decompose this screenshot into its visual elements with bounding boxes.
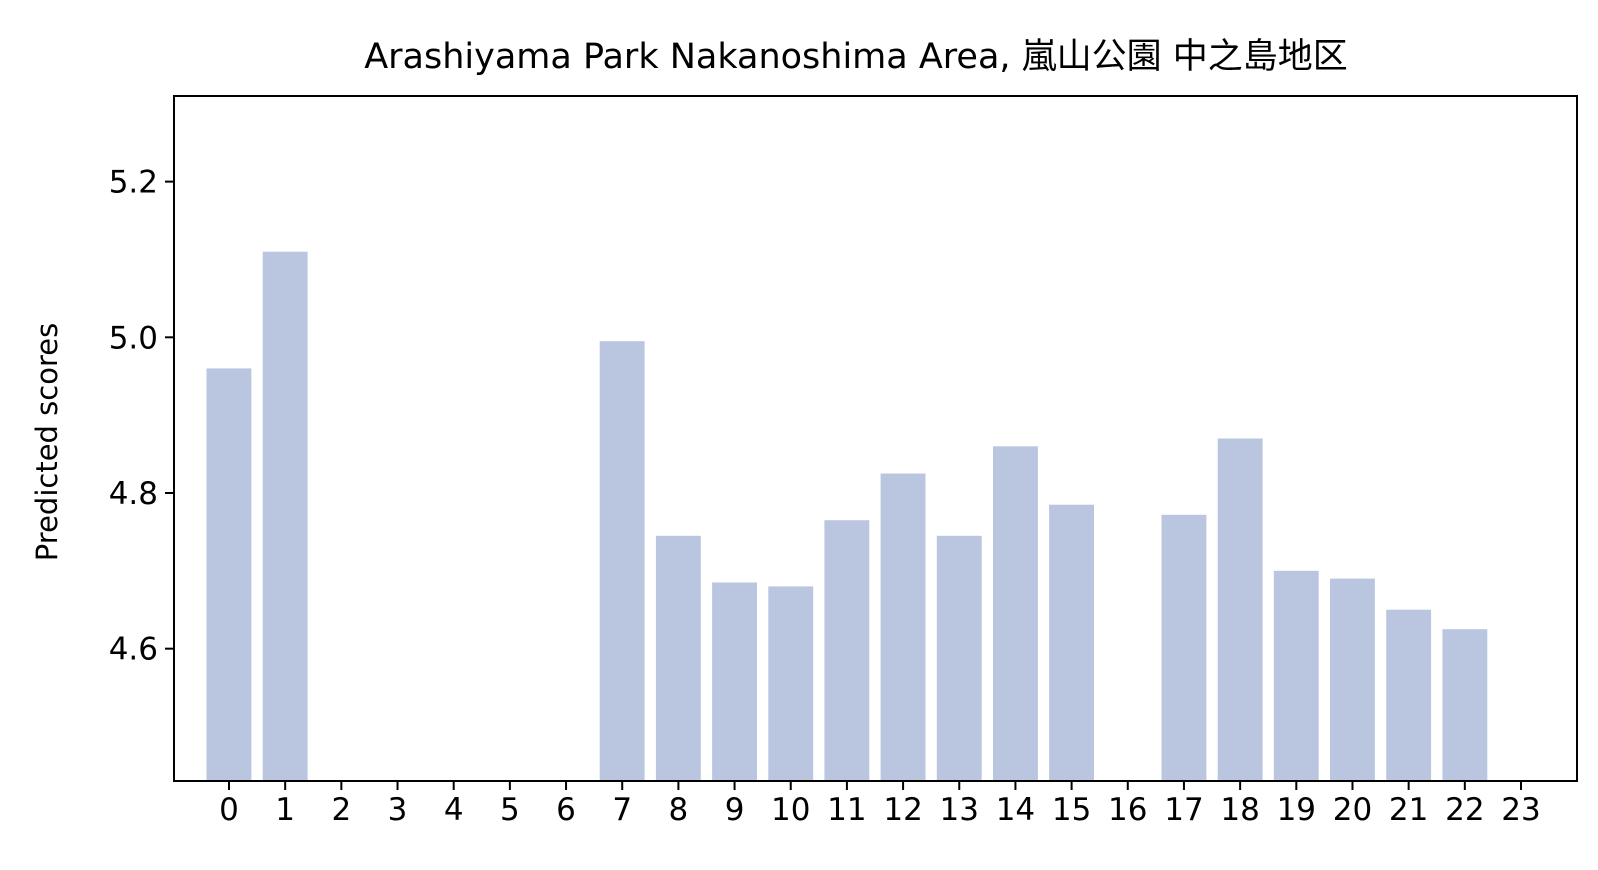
y-tick-label: 5.0 xyxy=(109,320,158,356)
bar-13 xyxy=(936,535,982,781)
x-tick-label: 20 xyxy=(1333,792,1372,828)
x-tick-label: 22 xyxy=(1445,792,1484,828)
x-tick-label: 4 xyxy=(444,792,464,828)
x-tick-label: 7 xyxy=(612,792,632,828)
y-axis: 4.6 4.8 5.0 5.2 xyxy=(109,165,174,668)
x-tick-label: 12 xyxy=(883,792,922,828)
x-tick-label: 19 xyxy=(1277,792,1316,828)
x-tick-label: 1 xyxy=(275,792,295,828)
x-tick-label: 8 xyxy=(669,792,689,828)
chart-title: Arashiyama Park Nakanoshima Area, 嵐山公園 中… xyxy=(364,37,1348,77)
bar-17 xyxy=(1161,514,1207,781)
x-tick-label: 23 xyxy=(1501,792,1540,828)
bar-15 xyxy=(1049,504,1094,781)
x-tick-label: 16 xyxy=(1108,792,1147,828)
bar-19 xyxy=(1273,570,1319,781)
bar-0 xyxy=(206,368,252,781)
x-tick-label: 11 xyxy=(827,792,866,828)
bars-group xyxy=(206,251,1488,781)
x-tick-label: 5 xyxy=(500,792,520,828)
bar-12 xyxy=(880,473,926,781)
y-axis-label: Predicted scores xyxy=(30,323,64,561)
bar-21 xyxy=(1386,609,1432,781)
x-tick-label: 2 xyxy=(331,792,351,828)
y-tick-label: 4.8 xyxy=(109,476,158,512)
bar-22 xyxy=(1442,629,1488,781)
x-axis: 0 1 2 3 4 5 6 7 8 9 10 11 12 13 14 15 16 17 18 19 20 21 22 23 xyxy=(219,781,1541,828)
bar-10 xyxy=(768,586,814,781)
x-tick-label: 9 xyxy=(725,792,745,828)
x-tick-label: 13 xyxy=(940,792,979,828)
bar-9 xyxy=(712,582,757,781)
x-tick-label: 3 xyxy=(388,792,408,828)
x-tick-label: 18 xyxy=(1220,792,1259,828)
bar-7 xyxy=(599,341,645,781)
bar-20 xyxy=(1330,578,1375,781)
y-tick-label: 4.6 xyxy=(109,632,158,668)
x-tick-label: 0 xyxy=(219,792,239,828)
x-tick-label: 15 xyxy=(1052,792,1091,828)
bar-8 xyxy=(655,535,701,781)
bar-14 xyxy=(993,446,1038,781)
x-tick-label: 6 xyxy=(556,792,576,828)
x-tick-label: 21 xyxy=(1389,792,1428,828)
plot-frame xyxy=(173,95,1578,782)
x-tick-label: 10 xyxy=(771,792,810,828)
bar-11 xyxy=(824,520,870,781)
bar-18 xyxy=(1217,438,1263,781)
x-tick-label: 17 xyxy=(1164,792,1203,828)
y-tick-label: 5.2 xyxy=(109,165,158,201)
x-tick-label: 14 xyxy=(996,792,1035,828)
bar-1 xyxy=(262,251,308,781)
